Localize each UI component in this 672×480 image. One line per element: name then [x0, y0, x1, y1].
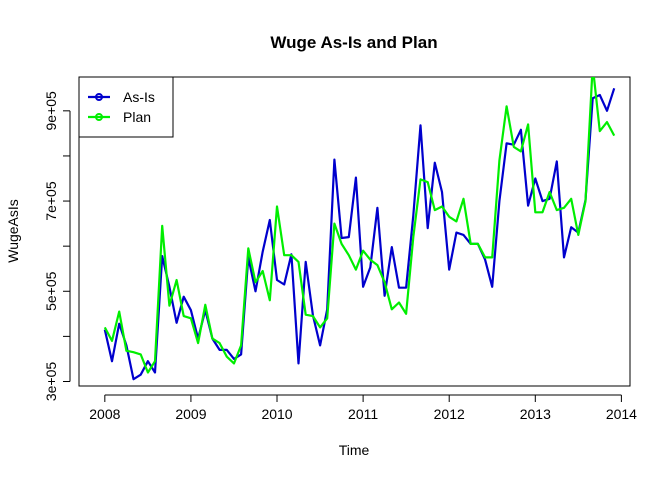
series-line-as-is — [103, 87, 616, 381]
plot-frame — [78, 76, 631, 387]
legend-marker-as-is — [95, 93, 103, 101]
legend-label-as-is: As-Is — [123, 89, 155, 105]
x-axis: 2008 2009 2010 2011 2012 2013 2014 — [89, 394, 637, 422]
y-axis: 3e+05 5e+05 7e+05 9e+05 — [43, 91, 71, 402]
x-tick-label: 2009 — [175, 406, 206, 422]
x-tick-label: 2010 — [261, 406, 292, 422]
legend-marker-plan — [95, 113, 103, 121]
x-tick-label: 2013 — [520, 406, 551, 422]
legend: As-Is Plan — [78, 76, 174, 138]
y-axis-label: WugeAsIs — [5, 199, 21, 263]
chart-title: Wuge As-Is and Plan — [270, 33, 437, 52]
legend-label-plan: Plan — [123, 109, 151, 125]
x-tick-label: 2008 — [89, 406, 120, 422]
y-tick-label: 3e+05 — [43, 362, 59, 402]
series-layer — [103, 77, 616, 381]
x-tick-label: 2012 — [434, 406, 465, 422]
x-tick-label: 2011 — [348, 406, 378, 422]
legend-box — [78, 76, 174, 138]
x-axis-label: Time — [339, 442, 370, 458]
series-line-plan — [103, 77, 616, 374]
x-tick-label: 2014 — [606, 406, 637, 422]
y-tick-label: 5e+05 — [43, 271, 59, 311]
y-tick-label: 7e+05 — [43, 181, 59, 221]
y-tick-label: 9e+05 — [43, 91, 59, 131]
